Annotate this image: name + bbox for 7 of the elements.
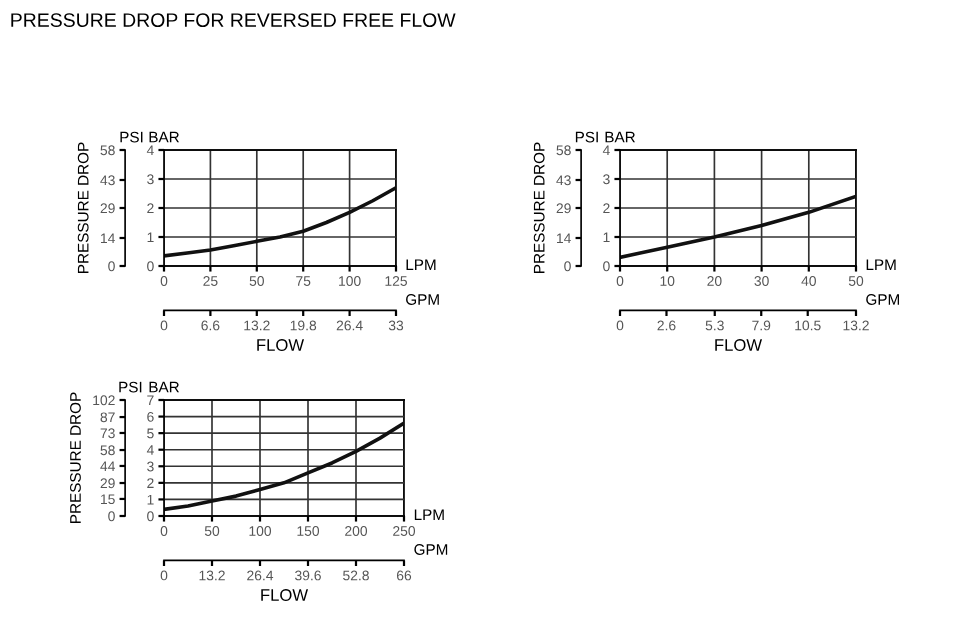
x-axis-title: FLOW <box>715 339 763 351</box>
chart-title: PRESSURE DROP FOR REVERSED FREE FLOW <box>11 13 456 27</box>
x-axis-title: FLOW <box>261 589 309 601</box>
x-axis-title: FLOW <box>257 339 305 351</box>
line-series <box>164 421 404 512</box>
line-series <box>164 185 396 258</box>
line-series <box>620 194 856 260</box>
